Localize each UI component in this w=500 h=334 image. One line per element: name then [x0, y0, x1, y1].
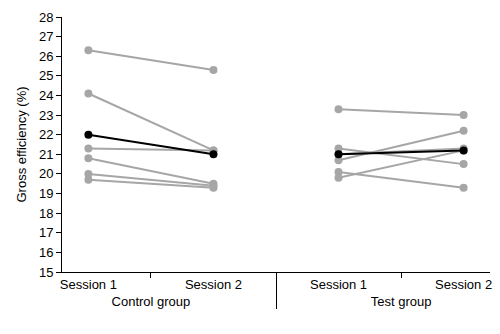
svg-text:25: 25	[39, 68, 53, 83]
svg-text:24: 24	[39, 88, 53, 103]
svg-text:22: 22	[39, 127, 53, 142]
svg-text:Session 2: Session 2	[435, 277, 492, 292]
svg-text:23: 23	[39, 108, 53, 123]
svg-text:28: 28	[39, 10, 53, 25]
svg-text:21: 21	[39, 147, 53, 162]
svg-text:20: 20	[39, 166, 53, 181]
svg-text:19: 19	[39, 186, 53, 201]
svg-text:26: 26	[39, 49, 53, 64]
svg-text:27: 27	[39, 29, 53, 44]
svg-text:16: 16	[39, 245, 53, 260]
svg-text:Session 1: Session 1	[310, 277, 367, 292]
svg-text:18: 18	[39, 206, 53, 221]
svg-text:Session 1: Session 1	[60, 277, 117, 292]
svg-text:17: 17	[39, 225, 53, 240]
svg-text:Session 2: Session 2	[185, 277, 242, 292]
svg-text:Control group: Control group	[112, 294, 191, 309]
svg-text:15: 15	[39, 265, 53, 280]
svg-text:Test group: Test group	[371, 294, 432, 309]
svg-text:Gross efficiency (%): Gross efficiency (%)	[14, 86, 29, 202]
